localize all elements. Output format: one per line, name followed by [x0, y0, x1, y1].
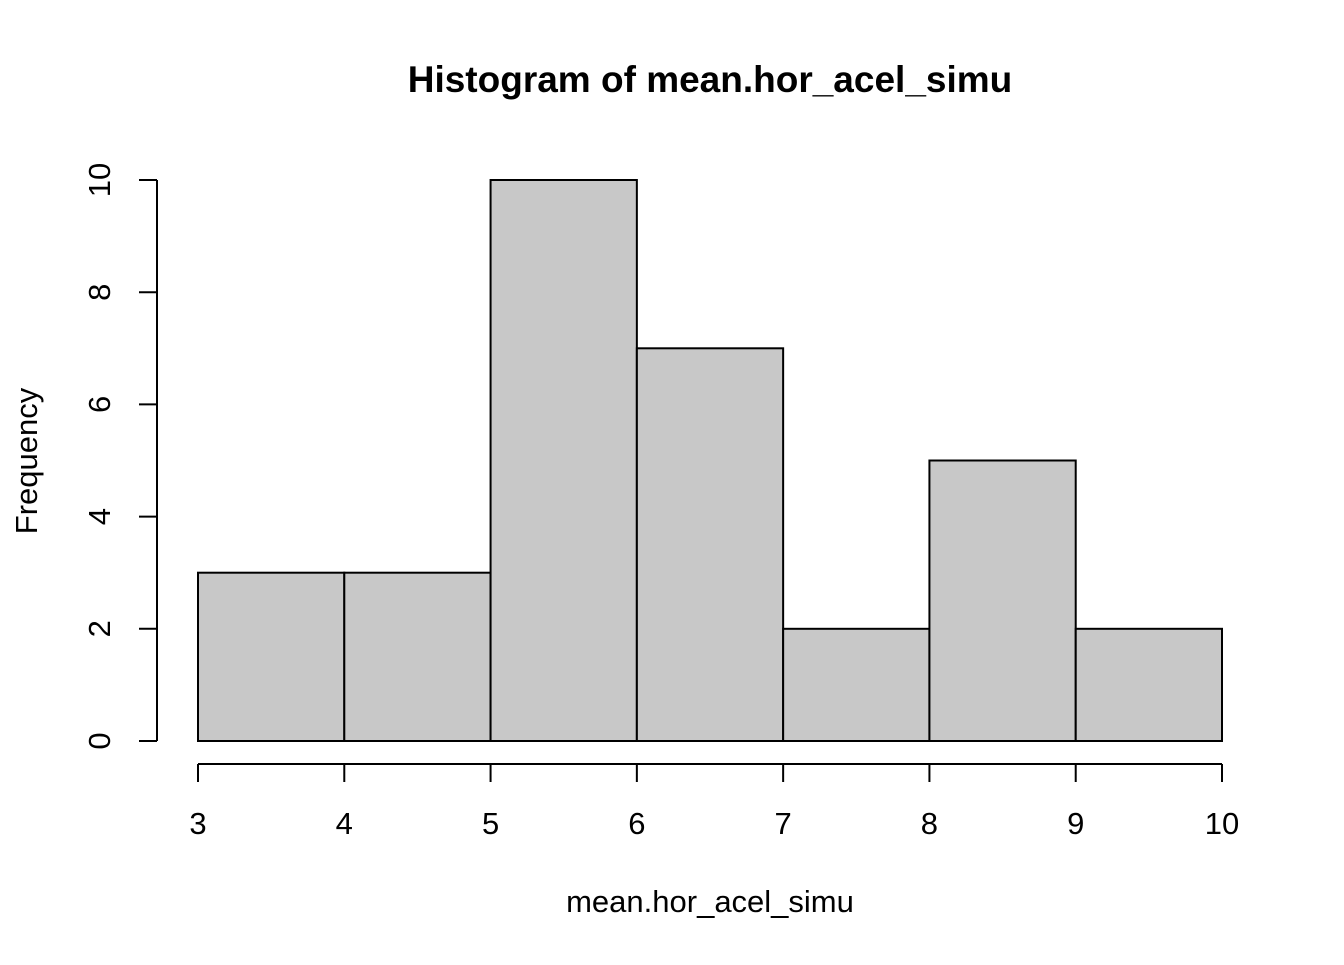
- x-tick-label: 4: [336, 806, 353, 841]
- histogram-bar: [489, 179, 638, 742]
- x-tick-label: 9: [1067, 806, 1084, 841]
- y-tick-label: 10: [82, 163, 117, 197]
- x-tick-label: 3: [189, 806, 206, 841]
- x-tick-label: 5: [482, 806, 499, 841]
- y-tick-label: 0: [82, 732, 117, 749]
- y-axis: 0 2 4 6 8 10: [82, 163, 158, 750]
- histogram-bar: [782, 627, 931, 742]
- x-axis: 3 4 5 6 7 8 9 10: [189, 763, 1239, 841]
- y-tick-label: 4: [82, 508, 117, 525]
- y-tick-label: 2: [82, 620, 117, 637]
- chart-title: Histogram of mean.hor_acel_simu: [408, 59, 1013, 100]
- x-tick-label: 8: [921, 806, 938, 841]
- y-axis-label: Frequency: [9, 387, 44, 534]
- histogram-bars: [197, 179, 1223, 743]
- y-tick-label: 6: [82, 396, 117, 413]
- x-tick-label: 7: [775, 806, 792, 841]
- histogram-bar: [1074, 627, 1223, 742]
- x-tick-label: 10: [1205, 806, 1239, 841]
- y-tick-label: 8: [82, 284, 117, 301]
- x-tick-label: 6: [628, 806, 645, 841]
- histogram-bar: [635, 347, 785, 742]
- x-axis-label: mean.hor_acel_simu: [566, 884, 854, 919]
- histogram-bar: [343, 571, 492, 743]
- histogram-bar: [197, 571, 346, 743]
- histogram-bar: [928, 459, 1077, 742]
